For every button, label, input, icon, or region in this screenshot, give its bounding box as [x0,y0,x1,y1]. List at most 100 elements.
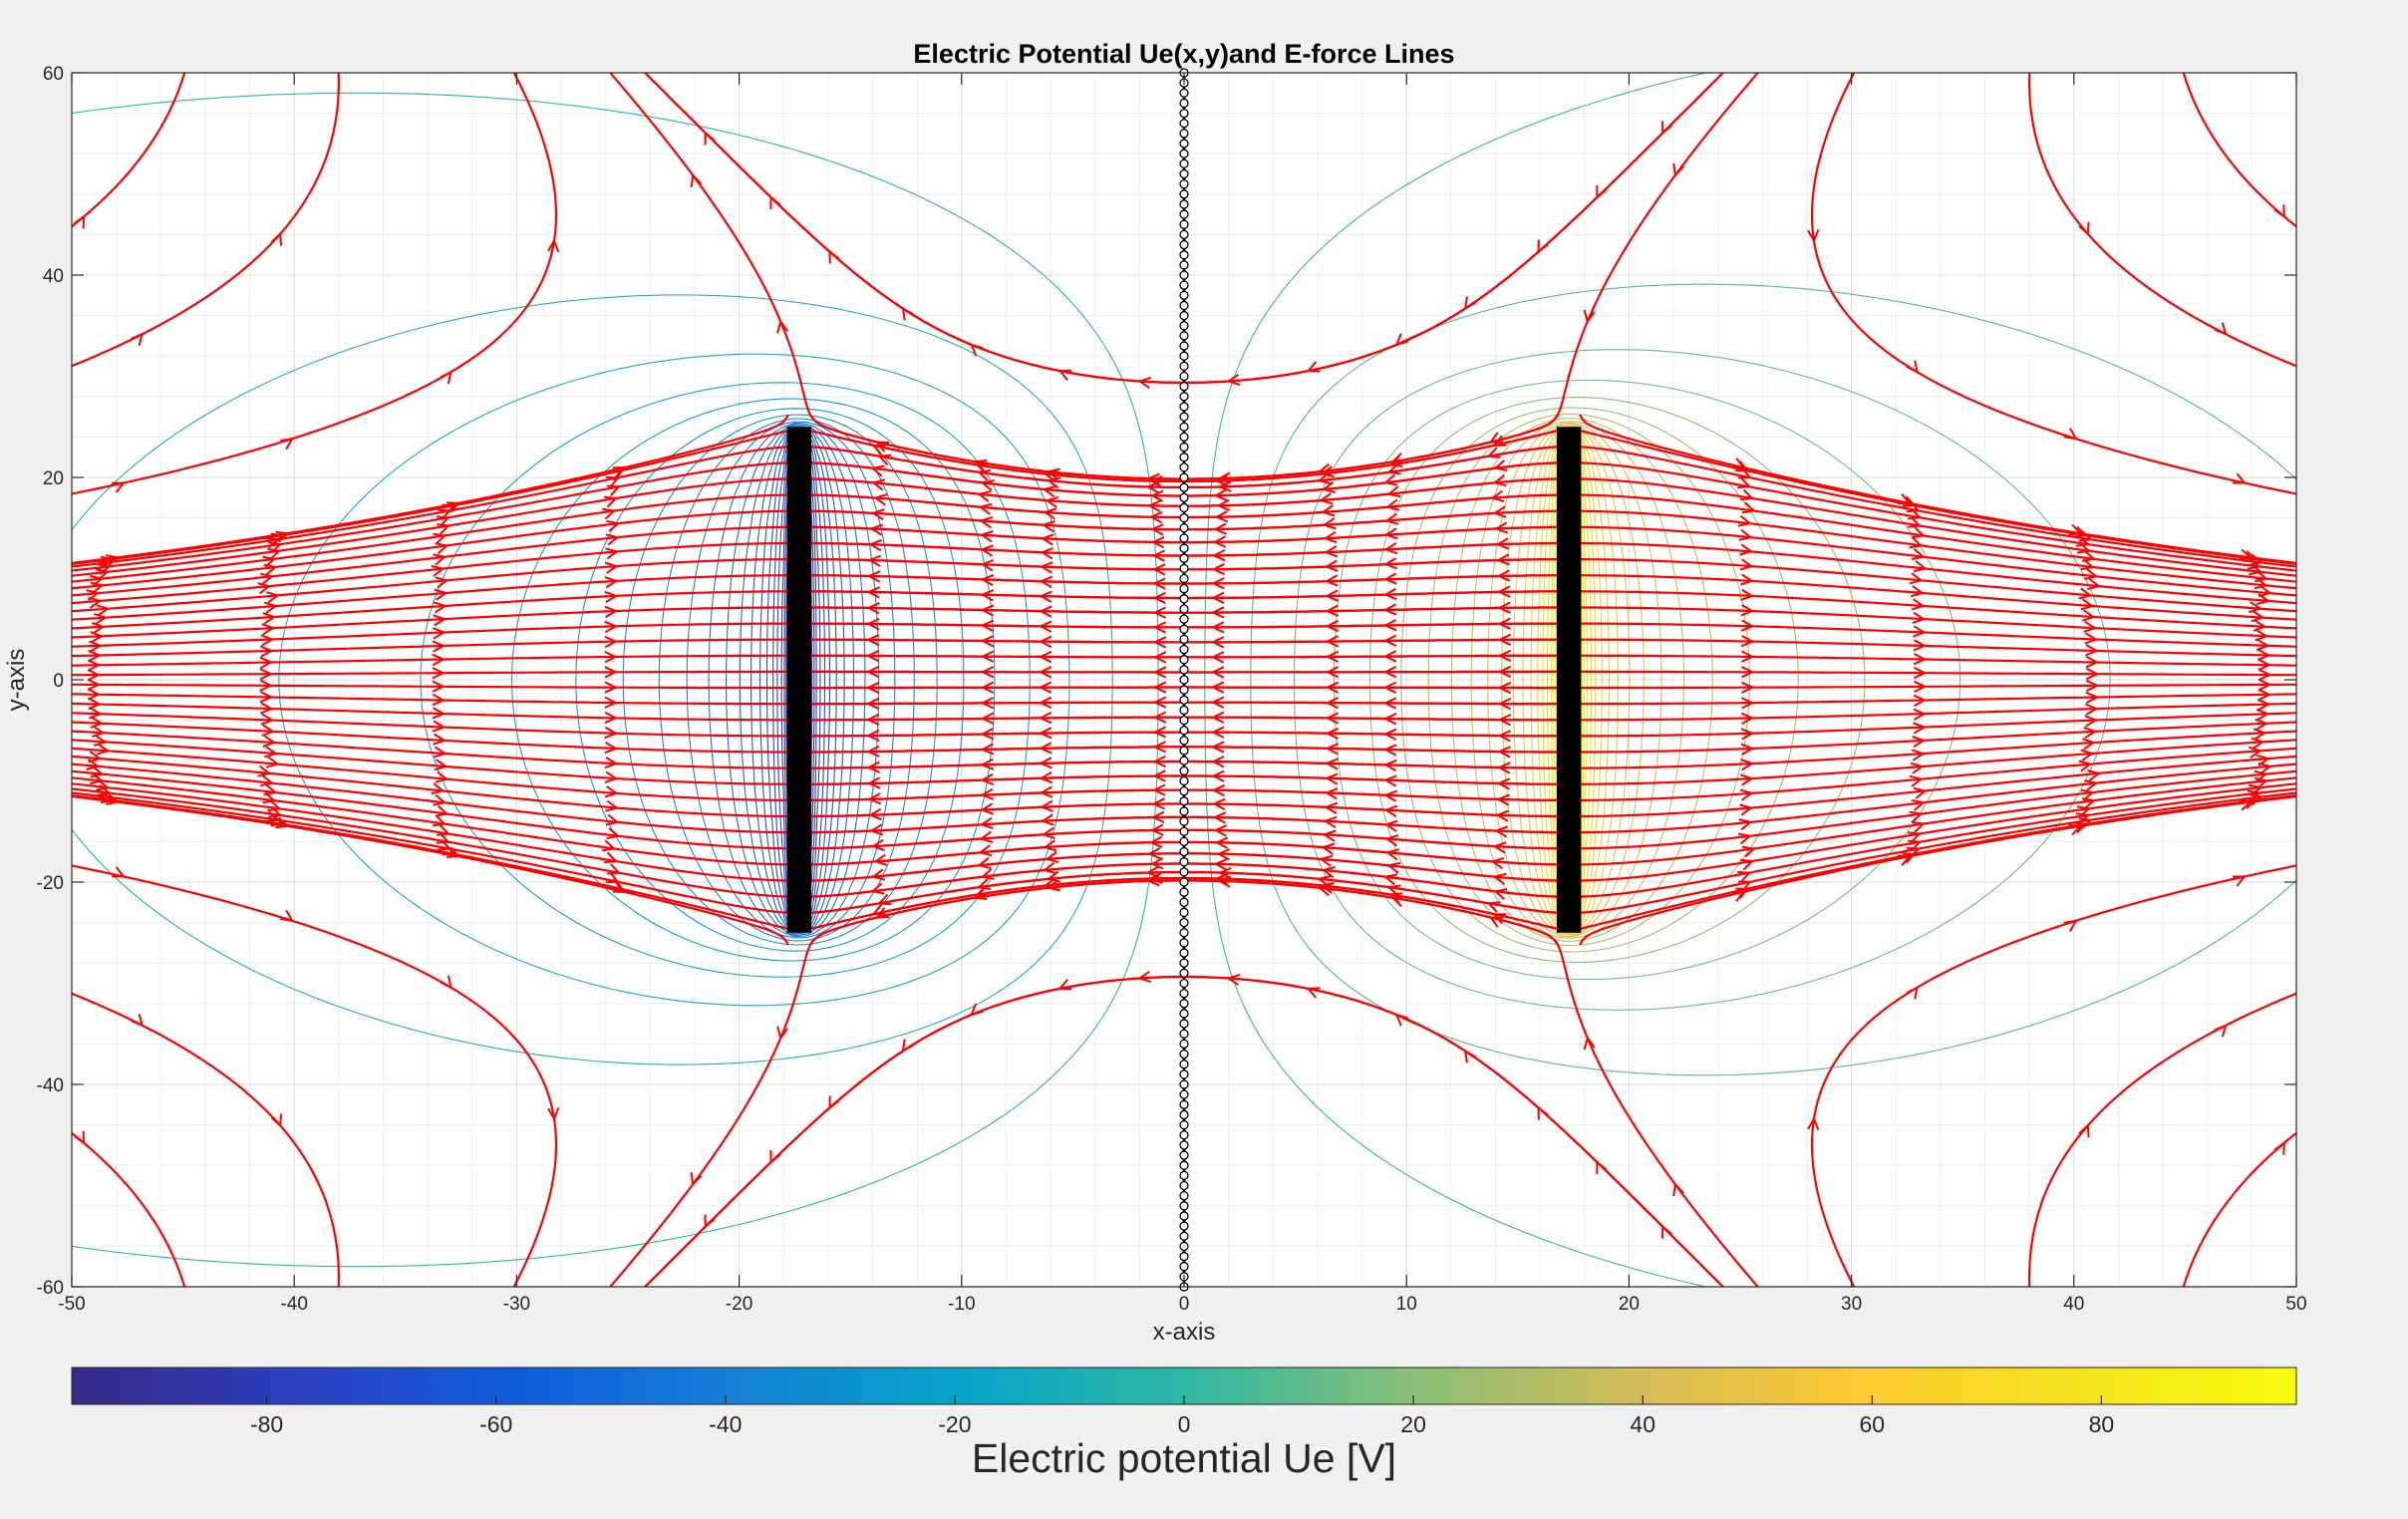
midline-marker [1179,978,1189,989]
field-arrow [1913,666,1928,680]
field-line [1716,1281,1725,1287]
field-line [1716,73,1725,79]
field-arrow [980,681,995,694]
field-arrow [2253,728,2267,741]
midline-marker [1179,1201,1189,1211]
field-arrow [1735,460,1750,472]
field-arrow [1492,474,1507,487]
field-line [72,446,788,568]
field-arrow [432,667,447,680]
field-line [2182,73,2187,79]
field-arrow [2063,428,2078,441]
midline-marker [1179,543,1189,553]
x-axis-ticks: -50 -40 -30 -20 -10 0 10 20 30 40 50 [58,73,2307,1315]
midline-marker [1179,1060,1189,1069]
field-arrow [980,712,995,725]
field-line [810,731,1567,738]
field-arrow [2084,632,2099,645]
field-arrow [1463,296,1477,311]
field-arrow [1740,728,1755,741]
midline-marker [1179,887,1189,897]
field-line [810,815,1564,834]
midline-marker [1179,705,1189,716]
field-arrow [432,680,447,693]
field-arrow [1596,1159,1608,1175]
field-arrow [1495,809,1510,822]
field-line [72,558,788,613]
field-arrow [2249,783,2263,796]
field-line [810,654,1567,659]
field-arrow [1906,360,1919,375]
midline-marker [1179,624,1189,634]
midline-marker [1179,381,1189,392]
field-arrow [604,681,618,694]
field-arrow [2257,754,2271,766]
field-arrow [980,743,995,756]
field-arrow [776,319,789,334]
field-arrow [97,563,112,575]
field-arrow [603,851,619,864]
field-arrow [547,238,560,253]
field-arrow [1151,549,1166,562]
midline-marker [1179,1029,1189,1039]
field-line [1580,558,2296,613]
field-arrow [1740,743,1755,756]
field-line [1580,446,2296,568]
field-arrow [2084,568,2099,580]
x-axis-label: x-axis [1153,1319,1216,1346]
field-line [1580,712,2296,738]
field-line [72,782,788,882]
field-arrow [431,782,446,795]
field-arrow [433,793,448,806]
field-arrow [1324,559,1339,572]
midline-marker [1179,826,1189,836]
midline-marker [1179,867,1189,877]
field-arrow [88,751,103,763]
field-arrow [2255,629,2269,642]
field-line [810,638,1567,644]
field-arrow [1739,803,1754,816]
field-line [72,525,788,597]
field-arrow [1148,510,1163,524]
midline-marker [1179,634,1189,645]
field-line [512,73,518,79]
field-arrow [89,707,103,720]
field-arrow [979,530,994,543]
field-arrow [131,1013,145,1028]
midline-marker [1179,989,1189,999]
field-line [1580,791,2296,914]
field-arrow [1325,589,1339,602]
equipotential-line [1501,423,1645,937]
field-arrow [612,466,627,478]
midline-marker [1179,644,1189,655]
field-arrow [1150,810,1165,823]
field-arrow [435,770,450,783]
field-line [810,701,1567,706]
field-arrow [1137,376,1152,390]
field-line [810,716,1567,722]
field-arrow [433,553,448,566]
field-arrow [259,572,275,585]
field-line [1580,739,2296,785]
field-arrow [1150,536,1165,549]
field-line [1580,477,2296,577]
midline-marker [1179,331,1189,341]
field-arrow [87,688,102,701]
field-arrow [264,601,279,614]
field-arrow [88,596,103,609]
field-line [1580,794,2296,930]
midline-marker [1179,857,1189,867]
field-arrow [447,501,461,513]
field-arrow [979,816,994,829]
midline-marker [1179,907,1189,918]
field-arrow [980,544,995,557]
field-arrow [602,507,617,520]
x-tick-label: 50 [2285,1294,2306,1315]
field-line [181,1281,186,1287]
field-line [72,747,788,801]
midline-marker [1179,999,1189,1009]
field-line [1580,782,2296,882]
field-line [2184,77,2296,228]
field-arrow [704,1214,716,1229]
field-line [72,77,558,495]
